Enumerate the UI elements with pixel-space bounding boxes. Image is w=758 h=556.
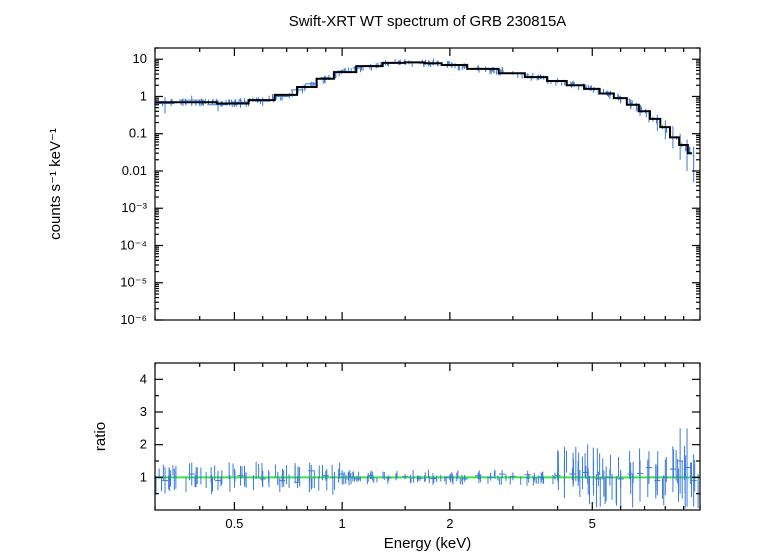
svg-text:0.01: 0.01 (122, 163, 147, 178)
svg-text:10⁻⁶: 10⁻⁶ (120, 312, 147, 327)
svg-text:Swift-XRT WT spectrum of GRB 2: Swift-XRT WT spectrum of GRB 230815A (289, 13, 567, 30)
svg-text:4: 4 (140, 371, 147, 386)
svg-text:10⁻⁵: 10⁻⁵ (120, 275, 147, 290)
svg-text:10: 10 (133, 51, 147, 66)
svg-text:counts s⁻¹ keV⁻¹: counts s⁻¹ keV⁻¹ (47, 128, 64, 240)
svg-text:1: 1 (339, 516, 346, 531)
svg-text:0.1: 0.1 (129, 126, 147, 141)
spectrum-chart: Swift-XRT WT spectrum of GRB 230815A 0.5 1… (0, 0, 758, 556)
svg-text:2: 2 (140, 437, 147, 452)
svg-text:3: 3 (140, 404, 147, 419)
chart-svg: Swift-XRT WT spectrum of GRB 230815A 0.5 1… (0, 0, 758, 556)
svg-text:2: 2 (446, 516, 453, 531)
svg-text:Energy (keV): Energy (keV) (384, 535, 472, 552)
svg-text:10⁻⁴: 10⁻⁴ (120, 237, 147, 252)
svg-text:1: 1 (140, 469, 147, 484)
svg-text:0.5: 0.5 (225, 516, 243, 531)
svg-text:1: 1 (140, 88, 147, 103)
svg-text:5: 5 (589, 516, 596, 531)
svg-text:ratio: ratio (92, 422, 109, 451)
svg-text:10⁻³: 10⁻³ (121, 200, 147, 215)
